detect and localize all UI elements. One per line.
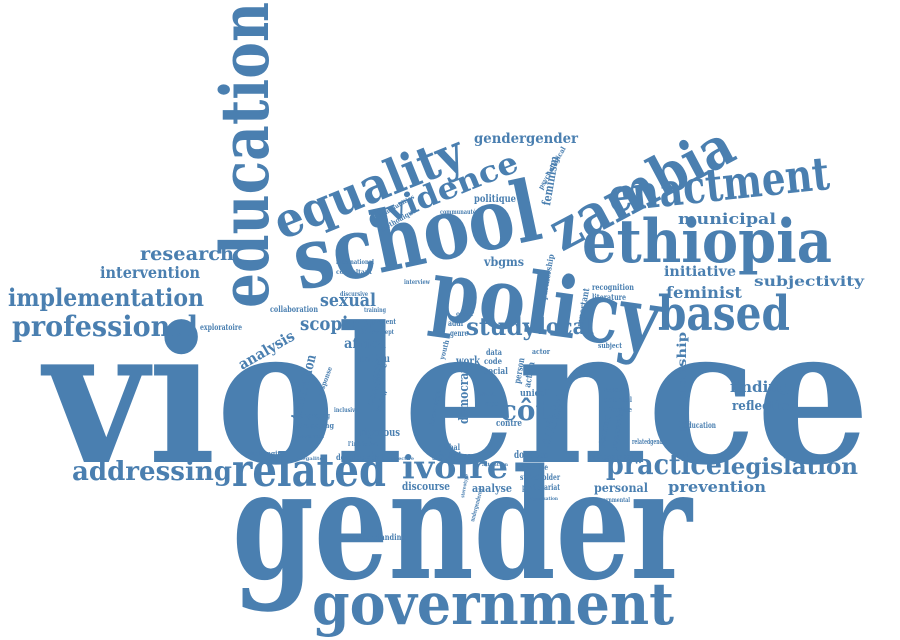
word-professional: professional (12, 310, 198, 343)
word-contre: contre (496, 419, 522, 429)
word-scoping: scoping (300, 313, 372, 335)
word-struggling: struggling (296, 421, 334, 430)
word-engaging: engaging (300, 411, 330, 420)
word-report: report (484, 399, 505, 408)
word-legislation: legislation (722, 454, 858, 480)
word-objective: objective (390, 456, 414, 462)
word-municipal: municipal (678, 210, 776, 228)
word-stakeholder: stakeholder (520, 472, 561, 482)
word-discourse: discourse (402, 480, 450, 493)
word-potential: potential (604, 395, 632, 404)
word-mondiale: mondiale (518, 462, 548, 472)
word-action: action (523, 361, 537, 389)
word-cote: côte (500, 394, 566, 427)
word-relatedgender: relatedgender (632, 437, 668, 446)
word-actor: actor (532, 347, 550, 356)
word-order: order (456, 311, 475, 318)
word-prevention: prevention (668, 478, 766, 496)
word-communaute: communauté (440, 209, 476, 216)
word-person: person (513, 357, 527, 385)
word-rigorous: rigorous (360, 426, 400, 439)
word-leducation: l'éducation (680, 420, 716, 430)
word-research: research (140, 243, 234, 265)
word-reflection: reflection (732, 399, 796, 414)
word-milieu: milieu (360, 354, 390, 365)
word-scolaire: scolaire (432, 450, 472, 463)
word-practice: practice (606, 448, 722, 481)
word-exploratoire: exploratoire (200, 322, 242, 332)
word-discursive: discursive (340, 291, 368, 298)
word-interview: interview (404, 279, 431, 286)
word-collaboration: collaboration (270, 304, 318, 314)
word-government: government (312, 570, 674, 638)
word-addressing: addressing (72, 457, 232, 487)
word-more: more (480, 389, 496, 398)
word-donnees: données (514, 450, 548, 461)
word-literature: literature (592, 292, 626, 302)
word-understanding: understanding (352, 532, 406, 542)
word-data: data (486, 347, 502, 357)
word-local: local (538, 314, 594, 340)
word-dimensional: dimensional (588, 453, 634, 463)
word-feminist: feminist (666, 283, 743, 302)
word-initiative: initiative (664, 264, 736, 280)
word-subjectivity: subjectivity (754, 274, 865, 290)
word-attention: attention (482, 462, 508, 468)
word-social: social (484, 367, 508, 377)
word-implementation: implementation (8, 283, 204, 312)
word-gendergender: gendergender (474, 131, 579, 147)
word-organisation: organisation (528, 496, 558, 502)
word-genre: genre (450, 328, 468, 338)
word-consultant: consultant (336, 269, 372, 276)
word-global: global (438, 442, 460, 452)
word-training: training (364, 307, 387, 314)
word-related: related (232, 443, 386, 497)
word-unicef: unicef (520, 389, 549, 399)
word-education: education (206, 2, 284, 308)
word-intervention: intervention (100, 263, 200, 282)
word-ivoire: ivoire (402, 448, 508, 486)
word-inclusive: inclusive (334, 407, 358, 414)
word-vbgms: vbgms (483, 255, 524, 269)
word-democrats: democrats (457, 362, 472, 424)
word-partenariat: partenariat (522, 482, 560, 492)
word-international: international (336, 259, 375, 266)
word-study: study (466, 312, 537, 341)
word-recognition: recognition (592, 282, 634, 292)
word-stereotype: stereotype (460, 474, 470, 499)
word-support: support (604, 385, 629, 394)
word-addr: addr (448, 318, 465, 328)
word-present: present (372, 317, 397, 326)
word-governmental: governmental (594, 497, 631, 504)
word-finding: finding (730, 378, 791, 396)
word-work: work (455, 354, 480, 368)
word-development: development (336, 452, 384, 462)
word-analyse: analyse (472, 482, 512, 495)
word-personal: personal (594, 481, 648, 495)
word-code: code (484, 356, 502, 366)
word-gender: gender (232, 435, 693, 614)
word-politique: politique (474, 194, 516, 205)
word-violence: violence (40, 286, 870, 507)
word-based: based (658, 286, 790, 342)
word-challenging: challenging (246, 449, 286, 458)
word-africa: africa (344, 336, 386, 352)
word-linitiative: l'initiative (348, 441, 378, 448)
word-sexual: sexual (320, 290, 376, 311)
word-concept: concept (372, 329, 394, 336)
word-inegalites: inégalités (296, 455, 326, 462)
word-relationship: relationship (675, 332, 689, 432)
word-contribution: contribution (296, 434, 324, 440)
word-subject: subject (598, 341, 623, 350)
word-ethiopia: ethiopia (582, 207, 832, 277)
word-effective: effective (604, 405, 632, 414)
